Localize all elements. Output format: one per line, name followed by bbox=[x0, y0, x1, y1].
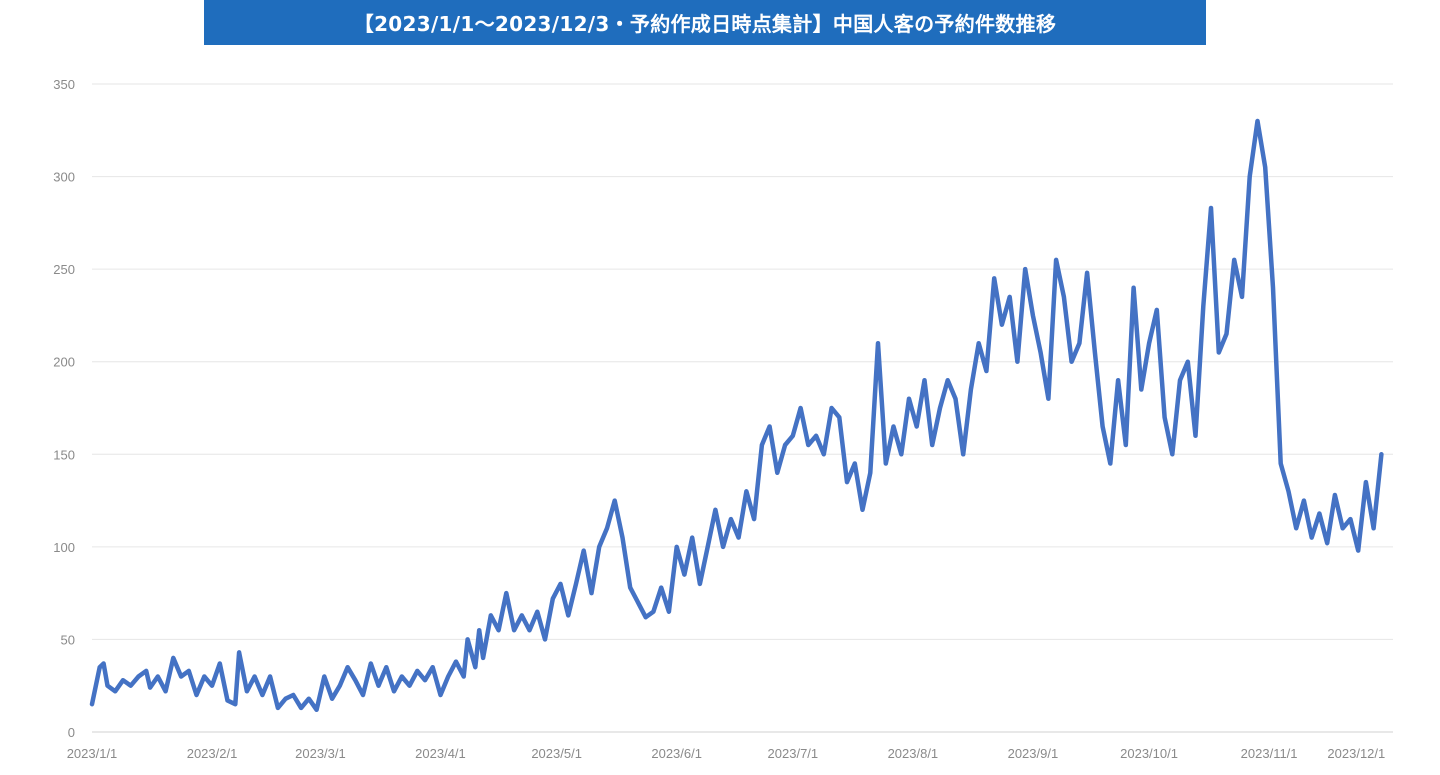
series-line bbox=[89, 118, 1384, 713]
y-tick-label: 0 bbox=[68, 725, 75, 740]
x-tick-label: 2023/12/1 bbox=[1327, 746, 1385, 761]
x-tick-label: 2023/5/1 bbox=[531, 746, 582, 761]
x-tick-label: 2023/2/1 bbox=[187, 746, 238, 761]
y-tick-label: 350 bbox=[53, 77, 75, 92]
x-tick-label: 2023/10/1 bbox=[1120, 746, 1178, 761]
x-tick-label: 2023/4/1 bbox=[415, 746, 466, 761]
x-tick-label: 2023/11/1 bbox=[1241, 746, 1298, 761]
x-tick-label: 2023/3/1 bbox=[295, 746, 346, 761]
y-tick-label: 50 bbox=[61, 632, 75, 647]
gridlines bbox=[92, 83, 1393, 733]
series-lines bbox=[89, 118, 1384, 713]
y-tick-label: 100 bbox=[53, 540, 75, 555]
x-tick-label: 2023/6/1 bbox=[651, 746, 702, 761]
y-tick-label: 250 bbox=[53, 262, 75, 277]
x-tick-label: 2023/7/1 bbox=[768, 746, 819, 761]
x-axis-ticks: 2023/1/1 2023/2/1 2023/3/1 2023/4/1 2023/5/1… bbox=[67, 746, 1386, 761]
x-tick-label: 2023/9/1 bbox=[1008, 746, 1059, 761]
y-tick-label: 300 bbox=[53, 170, 75, 185]
x-tick-label: 2023/1/1 bbox=[67, 746, 118, 761]
y-tick-label: 150 bbox=[53, 447, 75, 462]
chart-title: 【2023/1/1～2023/12/3・予約作成日時点集計】中国人客の予約件数推… bbox=[204, 0, 1206, 45]
y-axis-ticks: 0 50 100 150 200 250 300 350 bbox=[53, 77, 75, 740]
y-tick-label: 200 bbox=[53, 355, 75, 370]
x-tick-label: 2023/8/1 bbox=[888, 746, 939, 761]
